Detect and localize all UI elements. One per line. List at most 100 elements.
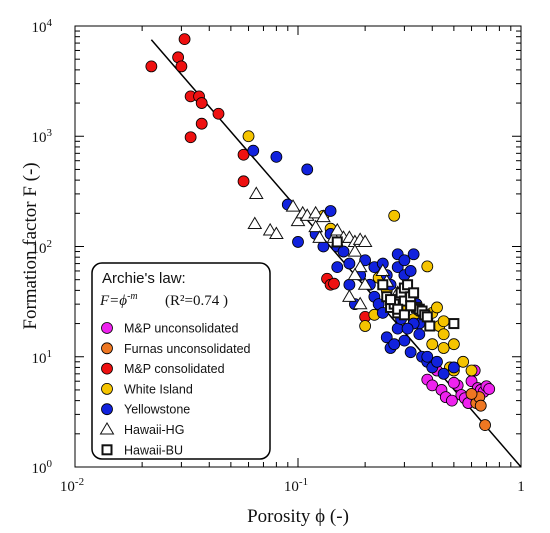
y-tick-label-2: 102 (32, 238, 53, 257)
point-furnas-unconsolidated (474, 399, 487, 412)
legend-entries: M&P unconsolidated Furnas unconsolidated M… (99, 322, 251, 457)
point-hawaii-hg (269, 226, 284, 239)
x-tick-label-2: 1 (517, 479, 525, 495)
point-hawaii-hg (352, 296, 368, 310)
point-yellowstone (331, 261, 344, 274)
legend-label-hawaii-hg: Hawaii-HG (124, 423, 184, 437)
point-m-p-consolidated (175, 60, 188, 73)
point-yellowstone (343, 257, 356, 270)
x-tick-label-0: 10-2 (60, 476, 84, 495)
legend-label-m-p-unconsolidated: M&P unconsolidated (124, 322, 238, 336)
point-yellowstone (270, 150, 283, 163)
point-hawaii-hg (375, 263, 391, 277)
point-hawaii-bu (377, 279, 389, 291)
point-hawaii-hg (347, 244, 363, 257)
y-tick-label-4: 104 (32, 17, 53, 36)
point-yellowstone (401, 322, 414, 335)
point-yellowstone (292, 236, 304, 248)
point-m-p-consolidated (195, 117, 208, 130)
point-white-island (437, 328, 450, 341)
legend-label-m-p-consolidated: M&P consolidated (124, 362, 225, 376)
point-hawaii-hg (316, 209, 331, 223)
point-yellowstone (301, 163, 314, 176)
x-axis-label: Porosity ϕ (-) (247, 506, 349, 527)
legend-marker-furnas-unconsolidated (101, 342, 113, 355)
point-yellowstone (380, 331, 393, 344)
point-m-p-consolidated (328, 277, 340, 290)
point-hawaii-hg (308, 205, 324, 219)
point-m-p-consolidated (195, 97, 208, 109)
point-white-island (242, 130, 255, 143)
point-hawaii-hg (347, 267, 363, 281)
point-white-island (457, 355, 470, 368)
point-yellowstone (407, 248, 420, 261)
x-tick-label-1: 10-1 (284, 476, 308, 495)
point-hawaii-bu (398, 309, 410, 321)
point-yellowstone (447, 361, 460, 374)
point-m-p-consolidated (212, 107, 225, 120)
point-hawaii-bu (408, 287, 420, 299)
legend-marker-white-island (101, 382, 113, 395)
point-yellowstone (324, 205, 337, 217)
legend-marker-hawaii-bu (101, 444, 113, 456)
point-hawaii-hg (248, 186, 264, 199)
legend-label-yellowstone: Yellowstone (124, 403, 190, 417)
point-white-island (388, 209, 401, 222)
tick-labels: 100 101 102 103 104 10-2 10-1 1 (32, 17, 525, 495)
point-white-island (431, 301, 443, 314)
point-m-p-consolidated (145, 60, 158, 73)
point-yellowstone (413, 328, 426, 341)
point-hawaii-hg (342, 289, 357, 302)
axis-ticks (74, 26, 521, 468)
point-white-island (421, 260, 434, 273)
point-yellowstone (431, 355, 443, 368)
point-hawaii-hg (247, 216, 263, 230)
legend-r2: (R²=0.74 ) (165, 293, 228, 309)
point-yellowstone (343, 278, 356, 291)
point-yellowstone (421, 350, 434, 363)
point-hawaii-hg (357, 234, 373, 247)
legend-equation: F=ϕ-m (99, 291, 138, 309)
point-hawaii-bu (405, 300, 417, 312)
y-tick-label-0: 100 (32, 458, 53, 477)
point-furnas-unconsolidated (479, 419, 491, 431)
point-furnas-unconsolidated (465, 388, 478, 400)
point-hawaii-bu (421, 311, 433, 323)
point-hawaii-bu (424, 320, 436, 332)
point-m-p-consolidated (178, 33, 191, 46)
point-hawaii-hg (329, 222, 345, 236)
y-axis-label: Formation factor F (-) (20, 162, 41, 329)
legend-box (91, 262, 271, 460)
plot-area (74, 25, 522, 468)
point-m-p-consolidated (237, 175, 250, 188)
point-yellowstone (398, 334, 411, 347)
point-white-island (426, 338, 439, 351)
legend-marker-m-p-unconsolidated (101, 322, 113, 334)
point-yellowstone (247, 144, 260, 157)
point-m-p-unconsolidated (446, 394, 458, 407)
legend-label-hawaii-bu: Hawaii-BU (124, 443, 183, 457)
point-white-island (359, 320, 372, 332)
point-white-island (447, 338, 460, 351)
point-hawaii-bu (392, 303, 404, 315)
point-hawaii-bu (331, 236, 343, 248)
y-tick-label-3: 103 (32, 127, 53, 146)
legend-marker-hawaii-hg (99, 422, 115, 435)
point-yellowstone (359, 254, 372, 267)
legend-marker-m-p-consolidated (101, 362, 113, 375)
point-hawaii-hg (285, 199, 301, 212)
point-m-p-unconsolidated (483, 383, 496, 395)
point-yellowstone (388, 338, 401, 351)
point-hawaii-hg (352, 259, 368, 273)
legend-marker-yellowstone (101, 403, 113, 416)
point-hawaii-hg (312, 230, 327, 243)
point-hawaii-bu (385, 294, 397, 306)
point-m-p-consolidated (184, 131, 197, 144)
point-hawaii-hg (308, 219, 324, 233)
point-hawaii-bu (448, 318, 460, 330)
legend: Archie's law: F=ϕ-m (R²=0.74 ) M&P uncon… (91, 262, 271, 460)
point-yellowstone (437, 367, 450, 380)
point-white-island (437, 315, 450, 328)
point-hawaii-bu (402, 279, 414, 291)
